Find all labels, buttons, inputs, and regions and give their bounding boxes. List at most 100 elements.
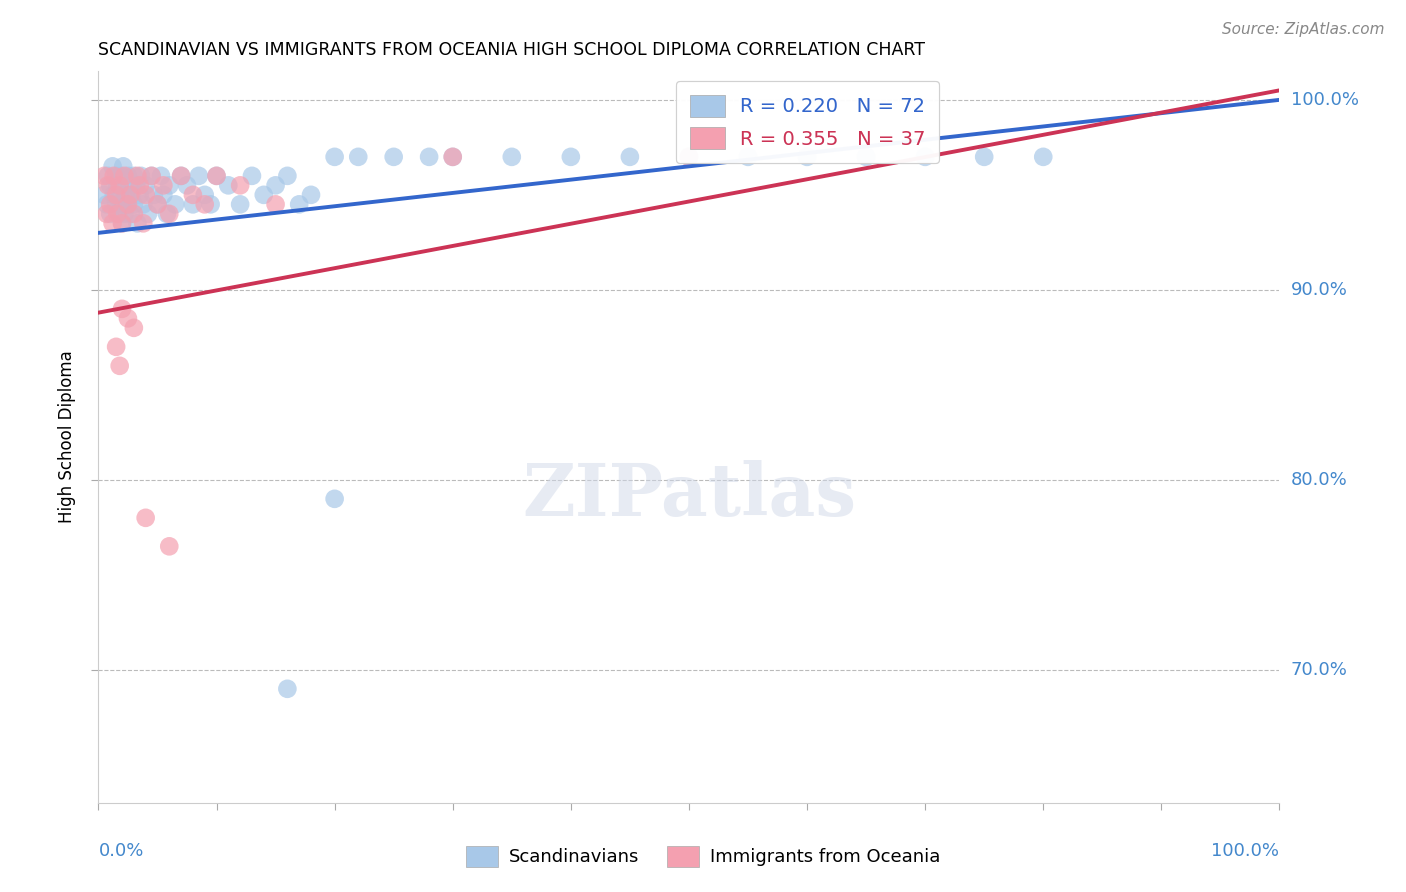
Point xyxy=(253,187,276,202)
Point xyxy=(108,187,131,202)
Point xyxy=(117,169,139,183)
Point xyxy=(441,150,464,164)
Point xyxy=(118,178,141,193)
Point xyxy=(112,207,135,221)
Point xyxy=(205,169,228,183)
Point xyxy=(276,169,298,183)
Point xyxy=(127,216,149,230)
Point xyxy=(135,178,157,193)
Point xyxy=(93,187,115,202)
Point xyxy=(150,169,173,183)
Point xyxy=(217,178,239,193)
Point xyxy=(441,150,464,164)
Point xyxy=(418,150,440,164)
Point xyxy=(105,178,128,193)
Point xyxy=(501,150,523,164)
Point xyxy=(93,169,115,183)
Point xyxy=(796,150,818,164)
Point xyxy=(120,187,142,202)
Point xyxy=(105,207,128,221)
Point xyxy=(111,301,134,316)
Point xyxy=(323,150,346,164)
Point xyxy=(105,169,128,183)
Text: 80.0%: 80.0% xyxy=(1291,471,1347,489)
Point xyxy=(111,197,134,211)
Legend: Scandinavians, Immigrants from Oceania: Scandinavians, Immigrants from Oceania xyxy=(458,838,948,874)
Point xyxy=(170,169,193,183)
Point xyxy=(157,207,180,221)
Point xyxy=(122,197,145,211)
Point xyxy=(101,159,124,173)
Point xyxy=(136,207,159,221)
Point xyxy=(108,359,131,373)
Point xyxy=(110,169,132,183)
Point xyxy=(229,178,252,193)
Point xyxy=(114,187,136,202)
Point xyxy=(98,197,121,211)
Text: 100.0%: 100.0% xyxy=(1212,842,1279,860)
Point xyxy=(194,197,217,211)
Point xyxy=(141,169,163,183)
Point xyxy=(120,207,142,221)
Point xyxy=(170,169,193,183)
Point xyxy=(98,207,121,221)
Text: 100.0%: 100.0% xyxy=(1291,91,1358,109)
Point xyxy=(146,197,169,211)
Point xyxy=(135,187,157,202)
Point xyxy=(105,197,128,211)
Point xyxy=(205,169,228,183)
Point xyxy=(132,216,155,230)
Point xyxy=(194,187,217,202)
Point xyxy=(132,197,155,211)
Point xyxy=(108,178,131,193)
Point xyxy=(382,150,405,164)
Point xyxy=(98,178,121,193)
Point xyxy=(128,187,150,202)
Point xyxy=(142,187,165,202)
Point xyxy=(560,150,582,164)
Point xyxy=(141,169,163,183)
Text: 90.0%: 90.0% xyxy=(1291,281,1347,299)
Point xyxy=(181,187,204,202)
Point xyxy=(157,178,180,193)
Point xyxy=(96,197,118,211)
Point xyxy=(264,178,287,193)
Point xyxy=(276,681,298,696)
Point xyxy=(678,150,700,164)
Point xyxy=(117,311,139,326)
Text: 70.0%: 70.0% xyxy=(1291,661,1347,679)
Point xyxy=(105,340,128,354)
Point xyxy=(187,169,209,183)
Point xyxy=(200,197,222,211)
Point xyxy=(240,169,263,183)
Point xyxy=(117,197,139,211)
Point xyxy=(129,169,152,183)
Point xyxy=(122,321,145,335)
Point xyxy=(1032,150,1054,164)
Point xyxy=(855,150,877,164)
Point xyxy=(288,197,311,211)
Text: Source: ZipAtlas.com: Source: ZipAtlas.com xyxy=(1222,22,1385,37)
Point xyxy=(107,207,129,221)
Point xyxy=(122,169,145,183)
Point xyxy=(96,207,118,221)
Point xyxy=(165,197,187,211)
Legend: R = 0.220   N = 72, R = 0.355   N = 37: R = 0.220 N = 72, R = 0.355 N = 37 xyxy=(676,81,939,163)
Point xyxy=(146,197,169,211)
Point xyxy=(152,178,174,193)
Point xyxy=(323,491,346,506)
Point xyxy=(111,216,134,230)
Point xyxy=(128,178,150,193)
Text: SCANDINAVIAN VS IMMIGRANTS FROM OCEANIA HIGH SCHOOL DIPLOMA CORRELATION CHART: SCANDINAVIAN VS IMMIGRANTS FROM OCEANIA … xyxy=(98,41,925,59)
Point xyxy=(121,187,143,202)
Point xyxy=(97,178,120,193)
Point xyxy=(127,169,149,183)
Point xyxy=(678,150,700,164)
Point xyxy=(181,197,204,211)
Y-axis label: High School Diploma: High School Diploma xyxy=(58,351,76,524)
Point xyxy=(135,511,157,525)
Point xyxy=(156,207,179,221)
Point xyxy=(229,197,252,211)
Point xyxy=(125,178,148,193)
Point xyxy=(122,207,145,221)
